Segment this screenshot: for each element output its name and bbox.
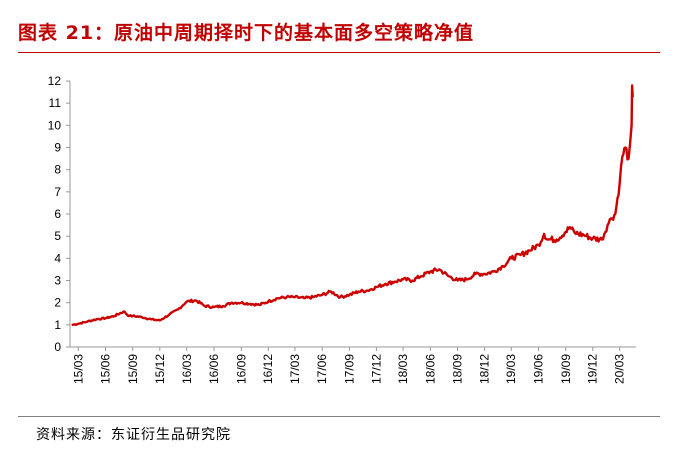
y-tick-label: 6 xyxy=(54,207,61,221)
x-tick-label: 16/06 xyxy=(207,354,221,384)
x-tick-label: 18/06 xyxy=(423,354,437,384)
x-tick-label: 17/09 xyxy=(342,354,356,384)
y-tick-label: 12 xyxy=(48,74,62,88)
y-tick-label: 0 xyxy=(54,340,61,354)
x-tick-label: 17/03 xyxy=(288,354,302,384)
x-tick-label: 19/12 xyxy=(586,354,600,384)
x-tick-label: 17/06 xyxy=(315,354,329,384)
x-tick-label: 16/03 xyxy=(180,354,194,384)
net-value-series-line xyxy=(71,84,634,326)
x-tick-label: 15/03 xyxy=(71,354,85,384)
x-tick-label: 19/03 xyxy=(504,354,518,384)
x-tick-label: 15/06 xyxy=(99,354,113,384)
x-tick-label: 19/09 xyxy=(559,354,573,384)
y-tick-label: 7 xyxy=(54,185,61,199)
y-tick-label: 5 xyxy=(54,229,61,243)
x-tick-label: 16/09 xyxy=(234,354,248,384)
y-tick-label: 8 xyxy=(54,163,61,177)
chart-title: 图表 21：原油中周期择时下的基本面多空策略净值 xyxy=(18,22,475,44)
x-tick-label: 15/12 xyxy=(153,354,167,384)
x-tick-label: 15/09 xyxy=(126,354,140,384)
x-tick-label: 17/12 xyxy=(369,354,383,384)
title-underline xyxy=(18,52,660,53)
x-tick-label: 19/06 xyxy=(532,354,546,384)
x-tick-label: 18/12 xyxy=(478,354,492,384)
x-tick-label: 18/09 xyxy=(451,354,465,384)
x-tick-label: 16/12 xyxy=(261,354,275,384)
y-tick-label: 9 xyxy=(54,141,61,155)
y-tick-label: 2 xyxy=(54,296,61,310)
y-tick-label: 3 xyxy=(54,274,61,288)
x-tick-label: 20/03 xyxy=(613,354,627,384)
y-tick-label: 11 xyxy=(49,96,62,110)
x-tick-label: 18/03 xyxy=(396,354,410,384)
y-tick-label: 1 xyxy=(54,318,61,332)
footer-divider xyxy=(18,416,660,417)
plot-area xyxy=(71,84,634,326)
y-tick-label: 10 xyxy=(48,118,62,132)
source-note: 资料来源：东证衍生品研究院 xyxy=(36,427,231,443)
y-tick-label: 4 xyxy=(54,251,61,265)
